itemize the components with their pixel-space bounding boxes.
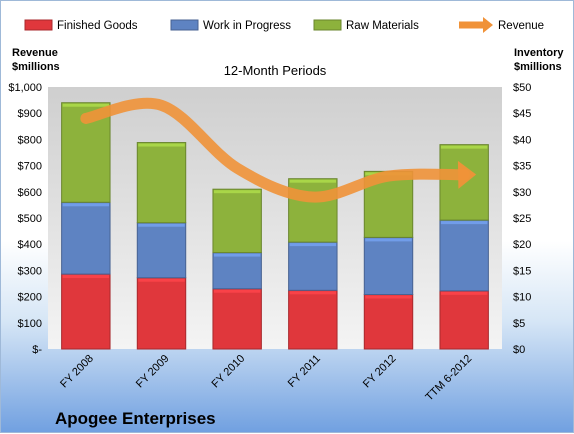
bar-highlight	[138, 144, 184, 147]
legend-swatch-finished-goods	[25, 20, 52, 30]
bar-highlight	[290, 291, 336, 294]
bar-work-in-progress	[213, 253, 261, 289]
right-tick-label: $25	[513, 213, 531, 225]
left-axis-title: Revenue $millions	[12, 47, 60, 73]
bar-highlight	[138, 224, 184, 227]
bar-finished-goods	[364, 295, 412, 349]
right-axis-ticks: $0 $5 $10 $15 $20 $25 $30 $35 $40 $45 $50	[513, 82, 531, 356]
left-tick-label: $900	[18, 108, 42, 120]
left-tick-label: $100	[18, 318, 42, 330]
right-tick-label: $10	[513, 292, 531, 304]
legend: Finished Goods Work in Progress Raw Materi…	[25, 17, 544, 33]
right-axis-title-line: Inventory	[514, 47, 564, 59]
x-axis-ticks: FY 2008 FY 2009 FY 2010 FY 2011 FY 2012 TTM 6…	[58, 353, 474, 404]
bar-finished-goods	[440, 291, 488, 349]
left-tick-label: $700	[18, 161, 42, 173]
legend-swatch-work-in-progress	[171, 20, 198, 30]
legend-label: Work in Progress	[203, 20, 291, 32]
bar-work-in-progress	[289, 242, 337, 290]
bar-highlight	[441, 146, 487, 149]
left-axis-title-line: Revenue	[12, 47, 58, 59]
bar-raw-materials	[213, 189, 261, 252]
x-tick-label: FY 2008	[58, 353, 96, 391]
bar-highlight	[63, 275, 109, 278]
bar-finished-goods	[62, 274, 110, 349]
left-tick-label: $1,000	[8, 82, 42, 94]
x-tick-label: FY 2010	[210, 353, 248, 391]
bar-work-in-progress	[364, 237, 412, 294]
right-tick-label: $35	[513, 161, 531, 173]
bar-finished-goods	[289, 290, 337, 349]
x-tick-label: FY 2009	[134, 353, 172, 391]
left-tick-label: $600	[18, 187, 42, 199]
x-tick-label: FY 2011	[286, 353, 323, 390]
right-tick-label: $0	[513, 344, 525, 356]
company-name: Apogee Enterprises	[55, 409, 216, 428]
bar-raw-materials	[289, 179, 337, 242]
right-tick-label: $45	[513, 108, 531, 120]
bar-finished-goods	[137, 278, 185, 349]
bar-work-in-progress	[440, 220, 488, 291]
right-tick-label: $30	[513, 187, 531, 199]
bar-highlight	[441, 292, 487, 295]
left-tick-label: $300	[18, 265, 42, 277]
bar-highlight	[63, 203, 109, 206]
left-tick-label: $500	[18, 213, 42, 225]
legend-arrow-revenue	[483, 17, 493, 33]
bar-highlight	[441, 221, 487, 224]
bar-work-in-progress	[62, 202, 110, 274]
bar-highlight	[63, 104, 109, 107]
bar-highlight	[365, 296, 411, 299]
legend-swatch-raw-materials	[314, 20, 341, 30]
left-tick-label: $200	[18, 292, 42, 304]
plot-area	[48, 87, 502, 349]
right-axis-title: Inventory $millions	[514, 47, 564, 73]
x-tick-label: TTM 6-2012	[423, 353, 474, 404]
left-axis-title-line: $millions	[12, 61, 60, 73]
chart-title: 12-Month Periods	[224, 63, 327, 78]
bar-highlight	[290, 180, 336, 183]
right-axis-title-line: $millions	[514, 61, 562, 73]
right-tick-label: $5	[513, 318, 525, 330]
bar-work-in-progress	[137, 223, 185, 278]
bar-highlight	[214, 254, 260, 257]
bar-raw-materials	[137, 143, 185, 223]
x-tick-label: FY 2012	[361, 353, 399, 391]
bar-highlight	[290, 243, 336, 246]
left-axis-ticks: $- $100 $200 $300 $400 $500 $600 $700 $800 $900 $1…	[8, 82, 42, 356]
left-tick-label: $-	[32, 344, 42, 356]
legend-label: Finished Goods	[57, 20, 138, 32]
legend-label: Raw Materials	[346, 20, 419, 32]
bar-highlight	[214, 190, 260, 193]
right-tick-label: $40	[513, 134, 531, 146]
right-tick-label: $15	[513, 265, 531, 277]
left-tick-label: $400	[18, 239, 42, 251]
bar-highlight	[365, 238, 411, 241]
bar-finished-goods	[213, 289, 261, 349]
legend-label: Revenue	[498, 20, 544, 32]
right-tick-label: $20	[513, 239, 531, 251]
left-tick-label: $800	[18, 134, 42, 146]
bar-highlight	[138, 279, 184, 282]
right-tick-label: $50	[513, 82, 531, 94]
bar-highlight	[214, 290, 260, 293]
